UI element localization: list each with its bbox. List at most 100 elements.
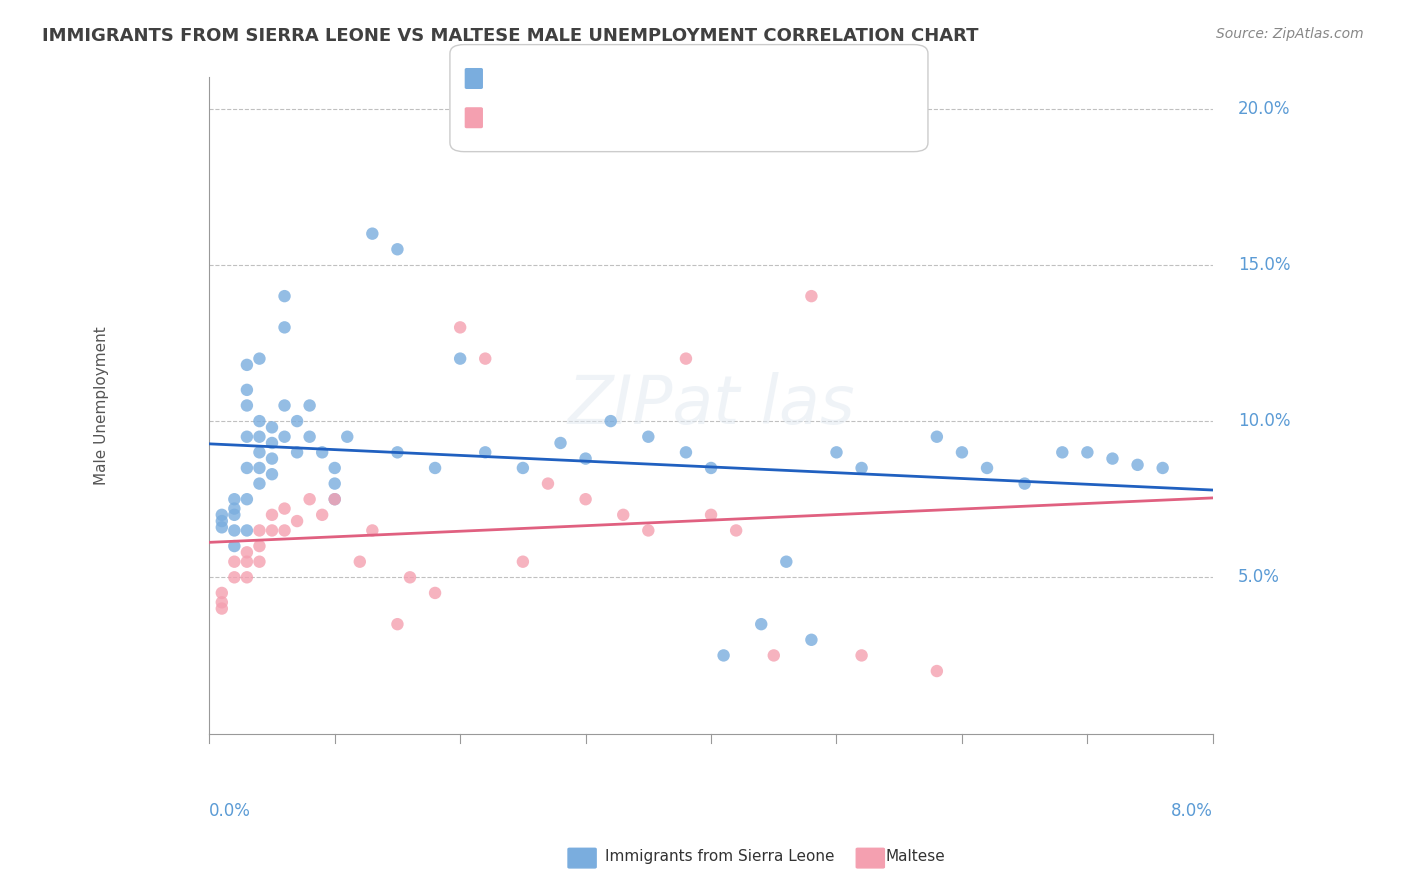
Point <box>224 555 246 569</box>
Point <box>449 351 471 366</box>
Text: N =: N = <box>591 107 630 125</box>
Point <box>224 539 246 553</box>
Point <box>1101 451 1123 466</box>
Point <box>1126 458 1149 472</box>
Point <box>700 461 723 475</box>
Point <box>224 492 246 507</box>
Point <box>1152 461 1174 475</box>
Point <box>298 399 321 413</box>
Point <box>512 461 534 475</box>
Point <box>224 508 246 522</box>
Text: ZIPat las: ZIPat las <box>567 373 855 439</box>
Point <box>575 451 598 466</box>
Point <box>236 545 259 559</box>
Point <box>800 632 823 647</box>
Point <box>260 508 283 522</box>
Point <box>224 570 246 584</box>
Text: 8.0%: 8.0% <box>1171 802 1213 821</box>
Point <box>550 436 572 450</box>
Point <box>311 508 333 522</box>
Point <box>336 430 359 444</box>
Point <box>800 289 823 303</box>
Point <box>273 524 295 538</box>
Point <box>236 570 259 584</box>
Point <box>249 461 271 475</box>
Point <box>1052 445 1074 459</box>
Point <box>249 476 271 491</box>
Point <box>224 524 246 538</box>
Point <box>387 445 409 459</box>
Point <box>211 586 233 600</box>
Point <box>236 358 259 372</box>
Point <box>637 430 659 444</box>
Point <box>285 445 308 459</box>
Point <box>474 445 496 459</box>
Point <box>273 501 295 516</box>
Text: Maltese: Maltese <box>886 849 945 863</box>
Point <box>976 461 998 475</box>
Text: 0.111: 0.111 <box>527 67 578 85</box>
Point <box>474 351 496 366</box>
Point <box>423 586 446 600</box>
Point <box>675 445 697 459</box>
Point <box>825 445 848 459</box>
Point <box>537 476 560 491</box>
Point <box>273 289 295 303</box>
Text: N =: N = <box>591 67 630 85</box>
Text: 0.507: 0.507 <box>527 107 578 125</box>
Point <box>1014 476 1036 491</box>
Point <box>211 601 233 615</box>
Text: 5.0%: 5.0% <box>1237 568 1279 586</box>
Point <box>285 514 308 528</box>
Point <box>260 436 283 450</box>
Point <box>323 476 346 491</box>
Point <box>236 399 259 413</box>
Point <box>211 520 233 534</box>
Point <box>925 664 948 678</box>
Point <box>236 492 259 507</box>
Point <box>249 539 271 553</box>
Point <box>323 492 346 507</box>
Point <box>361 227 384 241</box>
Point <box>713 648 735 663</box>
Point <box>273 320 295 334</box>
Text: Source: ZipAtlas.com: Source: ZipAtlas.com <box>1216 27 1364 41</box>
Point <box>725 524 748 538</box>
Point <box>361 524 384 538</box>
Point <box>775 555 797 569</box>
Point <box>224 501 246 516</box>
Text: IMMIGRANTS FROM SIERRA LEONE VS MALTESE MALE UNEMPLOYMENT CORRELATION CHART: IMMIGRANTS FROM SIERRA LEONE VS MALTESE … <box>42 27 979 45</box>
Point <box>298 492 321 507</box>
Point <box>249 351 271 366</box>
Text: Immigrants from Sierra Leone: Immigrants from Sierra Leone <box>605 849 834 863</box>
Point <box>512 555 534 569</box>
Point <box>612 508 634 522</box>
Point <box>236 555 259 569</box>
Point <box>637 524 659 538</box>
Point <box>575 492 598 507</box>
Point <box>273 399 295 413</box>
Point <box>449 320 471 334</box>
Point <box>211 508 233 522</box>
Point <box>211 514 233 528</box>
Text: 0.0%: 0.0% <box>209 802 252 821</box>
Text: Male Unemployment: Male Unemployment <box>94 326 108 485</box>
Text: 38: 38 <box>630 107 650 125</box>
Text: 15.0%: 15.0% <box>1237 256 1291 274</box>
Point <box>323 492 346 507</box>
Text: 66: 66 <box>630 67 650 85</box>
Point <box>323 461 346 475</box>
Text: R =: R = <box>485 107 524 125</box>
Point <box>675 351 697 366</box>
Point <box>260 524 283 538</box>
Point <box>387 242 409 256</box>
Point <box>285 414 308 428</box>
Point <box>749 617 772 632</box>
Point <box>273 430 295 444</box>
Point <box>236 430 259 444</box>
Point <box>950 445 973 459</box>
Point <box>249 414 271 428</box>
Point <box>260 420 283 434</box>
Point <box>599 414 621 428</box>
Point <box>851 648 873 663</box>
